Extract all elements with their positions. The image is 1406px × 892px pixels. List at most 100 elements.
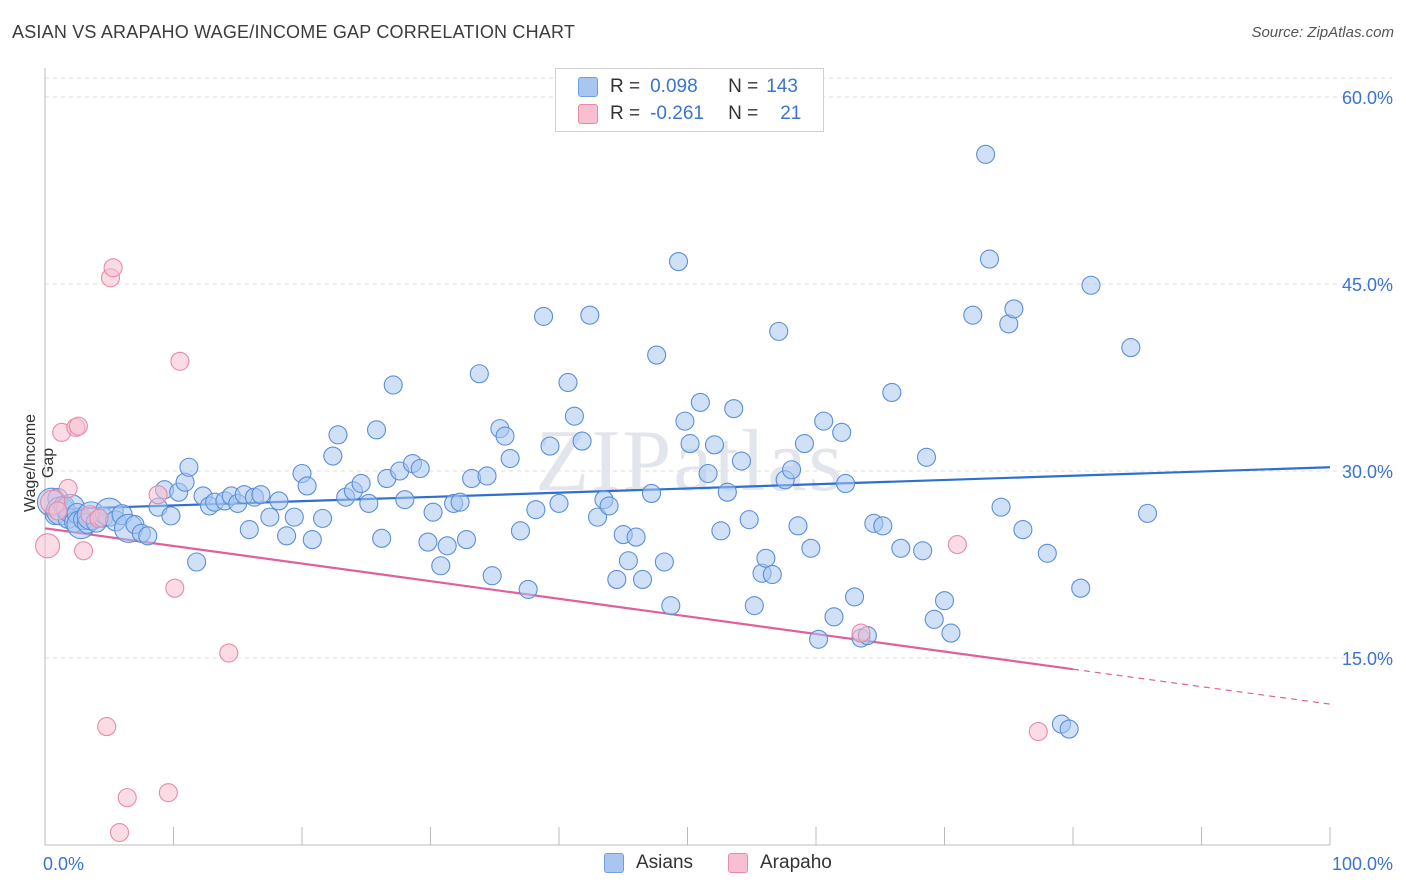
point-asians — [924, 609, 944, 629]
point-asians — [534, 306, 554, 326]
y-tick-label: 30.0% — [1342, 462, 1393, 482]
point-asians — [564, 406, 584, 426]
point-asians — [711, 521, 731, 541]
trend-line-extension — [1072, 668, 1331, 705]
point-asians — [526, 500, 546, 520]
series-asians — [36, 144, 1158, 739]
point-arapaho — [165, 578, 185, 598]
point-asians — [801, 538, 821, 558]
point-asians — [941, 623, 961, 643]
point-asians — [647, 345, 667, 365]
point-asians — [690, 392, 710, 412]
point-arapaho — [851, 623, 871, 643]
point-asians — [482, 566, 502, 586]
point-asians — [976, 144, 996, 164]
point-arapaho — [68, 416, 88, 436]
point-asians — [717, 482, 737, 502]
point-asians — [450, 492, 470, 512]
point-asians — [1121, 338, 1141, 358]
legend-r-label: R = — [610, 76, 641, 97]
point-asians — [580, 305, 600, 325]
point-asians — [500, 448, 520, 469]
series-legend: Asians Arapaho — [0, 852, 1406, 876]
legend-item-arapaho[interactable]: Arapaho — [728, 852, 832, 874]
legend-row-arapaho: R = -0.261 N = 21 — [578, 102, 801, 126]
gridlines — [45, 77, 1392, 659]
point-asians — [794, 434, 814, 454]
point-asians — [788, 516, 808, 536]
point-asians — [832, 422, 852, 442]
point-asians — [836, 473, 856, 494]
point-arapaho — [97, 717, 117, 737]
point-asians — [762, 564, 782, 585]
legend-n-value: 21 — [780, 103, 802, 124]
point-asians — [297, 476, 317, 496]
point-asians — [587, 507, 608, 527]
x-tick-label: 0.0% — [43, 854, 84, 874]
legend-swatch-arapaho — [578, 104, 598, 124]
legend-n-label: N = — [728, 76, 759, 97]
point-arapaho — [1028, 722, 1048, 742]
point-asians — [1081, 275, 1101, 295]
point-asians — [844, 587, 865, 607]
point-asians — [138, 526, 158, 546]
point-asians — [675, 411, 695, 431]
point-asians — [161, 506, 181, 526]
point-asians — [661, 596, 681, 616]
y-tick-label: 45.0% — [1342, 275, 1393, 295]
legend-item-asians[interactable]: Asians — [604, 852, 693, 874]
point-asians — [724, 399, 744, 419]
point-asians — [1013, 520, 1033, 540]
legend-swatch-asians — [604, 853, 624, 873]
point-asians — [323, 446, 343, 466]
point-arapaho — [947, 535, 967, 555]
point-arapaho — [74, 541, 94, 561]
chart-title: ASIAN VS ARAPAHO WAGE/INCOME GAP CORRELA… — [12, 22, 576, 42]
point-arapaho — [117, 788, 137, 808]
point-asians — [313, 508, 333, 528]
legend-swatch-asians — [578, 77, 598, 97]
point-asians — [782, 460, 802, 480]
point-arapaho — [58, 478, 78, 499]
point-asians — [456, 530, 477, 550]
point-asians — [495, 426, 515, 446]
series-arapaho — [35, 258, 1048, 843]
point-asians — [1059, 719, 1079, 739]
legend-r-value: -0.261 — [650, 103, 704, 124]
point-asians — [351, 473, 371, 494]
point-asians — [963, 305, 983, 325]
x-tick-label: 100.0% — [1332, 854, 1393, 874]
legend-label-asians: Asians — [636, 852, 694, 873]
point-arapaho — [170, 351, 190, 371]
point-asians — [477, 466, 497, 486]
axes — [44, 68, 1331, 846]
point-asians — [913, 541, 933, 561]
point-asians — [1071, 578, 1091, 598]
point-asians — [395, 490, 415, 510]
y-tick-labels: 15.0% 30.0% 45.0% 60.0% — [1342, 88, 1393, 669]
point-asians — [239, 520, 259, 540]
legend-r-label: R = — [610, 103, 641, 124]
legend-n-label: N = — [728, 103, 759, 124]
point-asians — [632, 569, 653, 590]
point-asians — [809, 629, 829, 649]
point-asians — [1037, 543, 1057, 563]
point-asians — [549, 493, 569, 513]
legend-label-arapaho: Arapaho — [760, 852, 832, 873]
point-asians — [383, 375, 403, 395]
chart-source: Source: ZipAtlas.com — [1251, 24, 1394, 41]
point-asians — [510, 521, 531, 541]
point-asians — [704, 435, 725, 455]
point-asians — [882, 382, 902, 403]
point-asians — [540, 436, 560, 456]
point-asians — [366, 420, 387, 440]
point-asians — [599, 496, 619, 516]
point-asians — [302, 530, 322, 550]
point-asians — [814, 411, 834, 431]
legend-row-asians: R = 0.098 N = 143 — [578, 75, 798, 99]
point-arapaho — [148, 485, 168, 505]
point-asians — [891, 538, 911, 558]
point-asians — [277, 526, 297, 546]
point-asians — [739, 510, 759, 530]
trend-line-arapaho — [44, 527, 1074, 671]
